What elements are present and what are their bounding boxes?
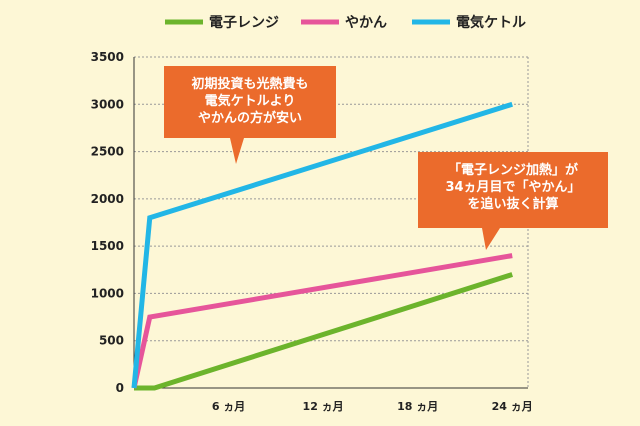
callout-1-text: 初期投資も光熱費も 電気ケトルより やかんの方が安い	[164, 76, 336, 127]
legend-label: やかん	[345, 15, 387, 31]
y-tick-label: 2500	[91, 145, 124, 159]
y-tick-label: 0	[116, 381, 124, 395]
callout-2-text: 「電子レンジ加熱」が 34ヵ月目で「やかん」 を追い抜く計算	[420, 162, 606, 213]
legend-label: 電子レンジ	[209, 14, 279, 31]
callout-shapes	[164, 66, 608, 250]
series-lines	[131, 101, 513, 391]
callout-2-line: 34ヵ月目で「やかん」	[445, 180, 581, 195]
y-tick-label: 1500	[91, 239, 124, 253]
callout-1-box	[164, 66, 336, 164]
y-tick-label: 1000	[91, 286, 124, 300]
series-line	[131, 253, 513, 389]
callout-2-line: 「電子レンジ加熱」が	[447, 163, 578, 178]
x-tick-label: 12 ヵ月	[303, 400, 344, 413]
x-tick-label: 18 ヵ月	[397, 400, 438, 413]
legend: 電子レンジ やかん 電気ケトル	[165, 14, 526, 31]
series-line	[131, 101, 513, 389]
callout-2-box	[418, 152, 608, 250]
axes: 0 500 1000 1500 2000 2500 3000 3500 6 ヵ月 12 ヵ月 18 …	[91, 50, 533, 413]
x-tick-label: 6 ヵ月	[212, 400, 245, 413]
y-tick-label: 500	[99, 334, 124, 348]
callout-1-line: 電気ケトルより	[204, 94, 296, 109]
legend-label: 電気ケトル	[456, 14, 526, 31]
y-tick-label: 2000	[91, 192, 124, 206]
callout-1-line: 初期投資も光熱費も	[191, 77, 309, 92]
series-line	[134, 272, 513, 391]
y-tick-label: 3500	[91, 50, 124, 64]
y-tick-label: 3000	[91, 97, 124, 111]
callout-2-line: を追い抜く計算	[467, 197, 559, 212]
callout-1-line: やかんの方が安い	[197, 111, 302, 126]
x-tick-label: 24 ヵ月	[492, 400, 533, 413]
